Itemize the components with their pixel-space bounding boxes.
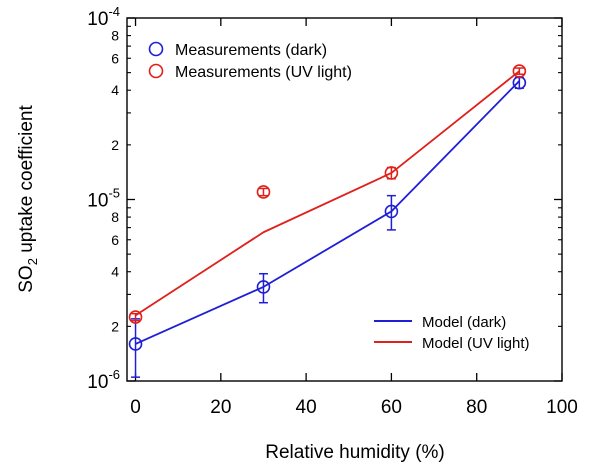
y-tick-label: 10-5 <box>87 186 120 212</box>
y-tick-label-exponent: -5 <box>108 186 120 201</box>
y-minor-tick-label: 4 <box>111 264 119 280</box>
x-tick-label: 40 <box>296 397 317 418</box>
x-tick-label: 20 <box>210 397 231 418</box>
data-point <box>256 185 271 199</box>
y-tick-label-base: 10 <box>87 372 108 393</box>
y-minor-tick-label: 8 <box>111 28 119 44</box>
legend-label-dark: Measurements (dark) <box>175 42 327 59</box>
y-tick-label-base: 10 <box>87 191 108 212</box>
plot-frame <box>126 17 563 382</box>
data-point <box>512 64 527 78</box>
data-point <box>384 166 399 180</box>
x-axis-label: Relative humidity (%) <box>265 442 445 463</box>
x-tick-label: 60 <box>381 397 402 418</box>
y-tick-label: 10-4 <box>87 4 120 30</box>
legend-marker-dark <box>148 41 164 57</box>
legend-label-model-uv: Model (UV light) <box>422 335 530 352</box>
y-axis-label-main: SO <box>16 265 37 292</box>
x-tick-label: 80 <box>466 397 487 418</box>
y-axis-label: SO2 uptake coefficient <box>16 105 40 293</box>
y-axis-label-rest: uptake coefficient <box>16 105 37 259</box>
legend-marker-uv <box>148 63 164 79</box>
model-line <box>135 80 520 345</box>
y-axis-label-subscript: 2 <box>25 258 40 265</box>
data-point <box>256 280 271 294</box>
x-tick-label: 0 <box>130 397 141 418</box>
lines-layer <box>135 70 520 345</box>
legend-models: Model (dark) Model (UV light) <box>374 314 530 352</box>
legend-measurements: Measurements (dark) Measurements (UV lig… <box>148 41 352 81</box>
legend-label-uv: Measurements (UV light) <box>175 64 352 81</box>
y-minor-tick-label: 2 <box>111 318 119 334</box>
data-point <box>128 310 143 324</box>
y-minor-tick-label: 6 <box>111 232 119 248</box>
data-point <box>128 337 143 351</box>
y-tick-label: 10-6 <box>87 367 120 393</box>
markers-layer <box>128 64 527 378</box>
y-minor-tick-label: 2 <box>111 137 119 153</box>
data-point <box>384 204 399 219</box>
legend-label-model-dark: Model (dark) <box>422 314 506 331</box>
model-line <box>135 70 520 317</box>
y-tick-label-exponent: -6 <box>108 367 120 382</box>
y-tick-label-exponent: -4 <box>108 4 120 19</box>
y-minor-tick-label: 8 <box>111 209 119 225</box>
y-minor-tick-label: 6 <box>111 50 119 66</box>
x-tick-label: 100 <box>546 397 578 418</box>
y-minor-tick-label: 4 <box>111 82 119 98</box>
y-tick-label-base: 10 <box>87 9 108 30</box>
